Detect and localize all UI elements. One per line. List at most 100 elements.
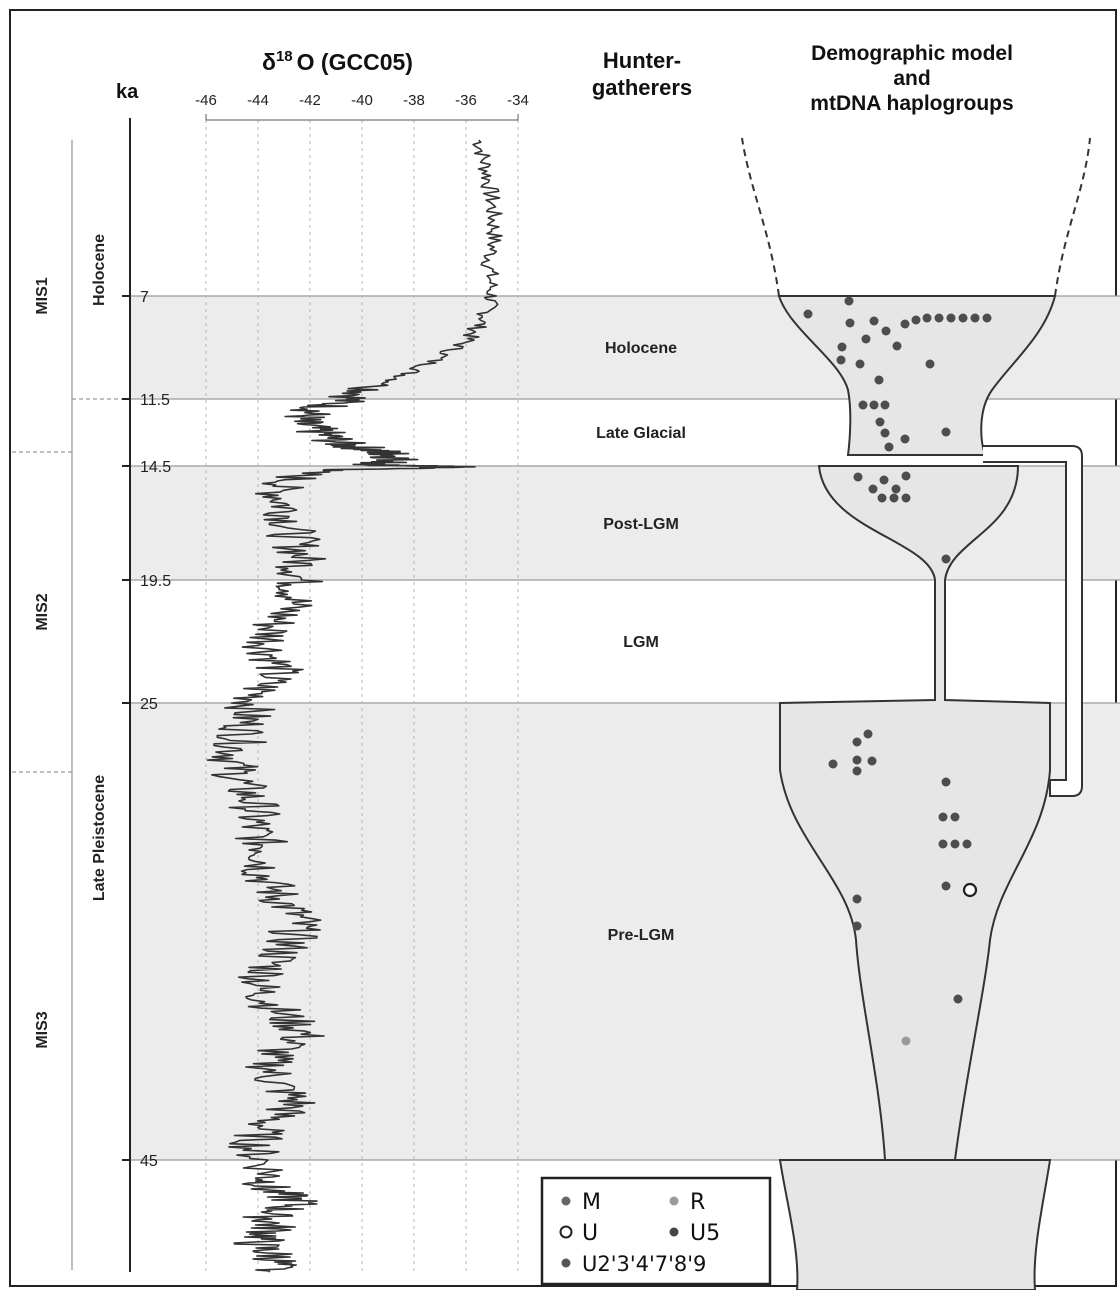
demographic-title-line3: mtDNA haplogroups [810, 92, 1013, 115]
ka-tick-label: 19.5 [140, 573, 171, 590]
ka-axis: 7 11.5 14.5 19.5 25 45 [122, 118, 171, 1272]
x-tick-label: -38 [403, 92, 425, 109]
haplogroup-dot [891, 484, 901, 494]
band-label-late-glacial: Late Glacial [596, 425, 686, 442]
ka-tick-label: 14.5 [140, 459, 171, 476]
haplogroup-dot [925, 359, 935, 369]
legend-label-u2: U2'3'4'7'8'9 [582, 1252, 706, 1276]
haplogroup-dot [941, 554, 951, 564]
haplogroup-dot [868, 484, 878, 494]
haplogroup-dot [982, 313, 992, 323]
legend-label-u: U [582, 1221, 598, 1246]
haplogroup-dot [869, 400, 879, 410]
haplogroup-dot [845, 318, 855, 328]
haplogroup-dot [938, 839, 948, 849]
x-tick-label: -34 [507, 92, 529, 109]
haplogroup-dot [958, 313, 968, 323]
haplogroup-dot [877, 493, 887, 503]
haplogroup-dot [901, 493, 911, 503]
demographic-funnel [777, 295, 1057, 1290]
haplogroup-dots [803, 296, 992, 1004]
haplogroup-dot [950, 839, 960, 849]
haplogroup-dot [867, 756, 877, 766]
legend-marker-u [559, 1225, 573, 1239]
x-axis-line [205, 114, 519, 121]
haplogroup-dot [911, 315, 921, 325]
haplogroup-dot [837, 342, 847, 352]
haplogroup-dot [852, 766, 862, 776]
haplogroup-dot [855, 359, 865, 369]
haplogroup-dot [900, 434, 910, 444]
haplogroup-dot [941, 881, 951, 891]
legend-label-u5: U5 [690, 1221, 720, 1246]
stage-mis3-label: MIS3 [34, 1011, 51, 1048]
haplogroup-dot [941, 427, 951, 437]
stage-mis2-label: MIS2 [34, 593, 51, 630]
legend-marker-r [669, 1196, 679, 1206]
hunter-gatherers-title-line1: Hunter- [603, 48, 681, 73]
haplogroup-dot [874, 375, 884, 385]
haplogroup-dot [858, 400, 868, 410]
haplogroup-dot-u-open [962, 882, 978, 898]
x-tick-label: -36 [455, 92, 477, 109]
haplogroup-dot [852, 921, 862, 931]
ka-tick-label: 45 [140, 1153, 158, 1170]
haplogroup-dot [880, 428, 890, 438]
stage-mis1-label: MIS1 [34, 277, 51, 314]
haplogroup-dot-r [901, 1036, 911, 1046]
haplogroup-dot [853, 472, 863, 482]
haplogroup-dot [950, 812, 960, 822]
haplogroup-dot [852, 894, 862, 904]
band-label-lgm: LGM [623, 634, 659, 651]
x-tick-labels: -46 -44 -42 -40 -38 -36 -34 [195, 92, 529, 109]
haplogroup-dot [852, 755, 862, 765]
haplogroup-dot [803, 309, 813, 319]
haplogroup-dot [934, 313, 944, 323]
band-labels: Holocene Late Glacial Post-LGM LGM Pre-L… [596, 340, 686, 944]
ka-label: ka [116, 81, 139, 103]
haplogroup-dot [880, 400, 890, 410]
haplogroup-dot [869, 316, 879, 326]
haplogroup-dot [836, 355, 846, 365]
haplogroup-dot [962, 839, 972, 849]
funnel-lower [778, 1159, 1052, 1290]
x-tick-label: -44 [247, 92, 269, 109]
legend-label-r: R [690, 1190, 705, 1215]
legend-marker-u2 [561, 1258, 571, 1268]
haplogroup-dot [941, 777, 951, 787]
haplogroup-dot [844, 296, 854, 306]
haplogroup-dot [901, 471, 911, 481]
ka-tick-label: 11.5 [140, 392, 170, 409]
haplogroup-dot [881, 326, 891, 336]
haplogroup-dot [946, 313, 956, 323]
x-tick-label: -46 [195, 92, 217, 109]
delta-18o-title: δ18 O (GCC05) [262, 48, 413, 75]
haplogroup-dot [884, 442, 894, 452]
haplogroup-dot [892, 341, 902, 351]
funnel-dashed-left [741, 137, 780, 297]
period-late-pleistocene-label: Late Pleistocene [91, 775, 108, 901]
haplogroup-dot [953, 994, 963, 1004]
migration-connector [983, 445, 1083, 797]
haplogroup-dot [938, 812, 948, 822]
haplogroup-dot [863, 729, 873, 739]
hunter-gatherers-title-line2: gatherers [592, 75, 692, 100]
legend-box [540, 1176, 772, 1286]
legend-marker-m [561, 1196, 571, 1206]
band-label-holocene: Holocene [605, 340, 677, 357]
haplogroup-dot [875, 417, 885, 427]
ka-tick-label: 25 [140, 696, 158, 713]
delta-18o-series-line [206, 139, 503, 1273]
haplogroup-dot [861, 334, 871, 344]
haplogroup-dot [900, 319, 910, 329]
haplogroup-dot [879, 475, 889, 485]
haplogroup-legend: M R U U5 U2'3'4'7'8'9 [540, 1176, 772, 1286]
demographic-title-line1: Demographic model [811, 42, 1013, 65]
legend-label-m: M [582, 1190, 601, 1215]
x-tick-label: -40 [351, 92, 373, 109]
haplogroup-dot [970, 313, 980, 323]
haplogroup-dot [828, 759, 838, 769]
haplogroup-dot [852, 737, 862, 747]
stage-columns [12, 140, 130, 1270]
